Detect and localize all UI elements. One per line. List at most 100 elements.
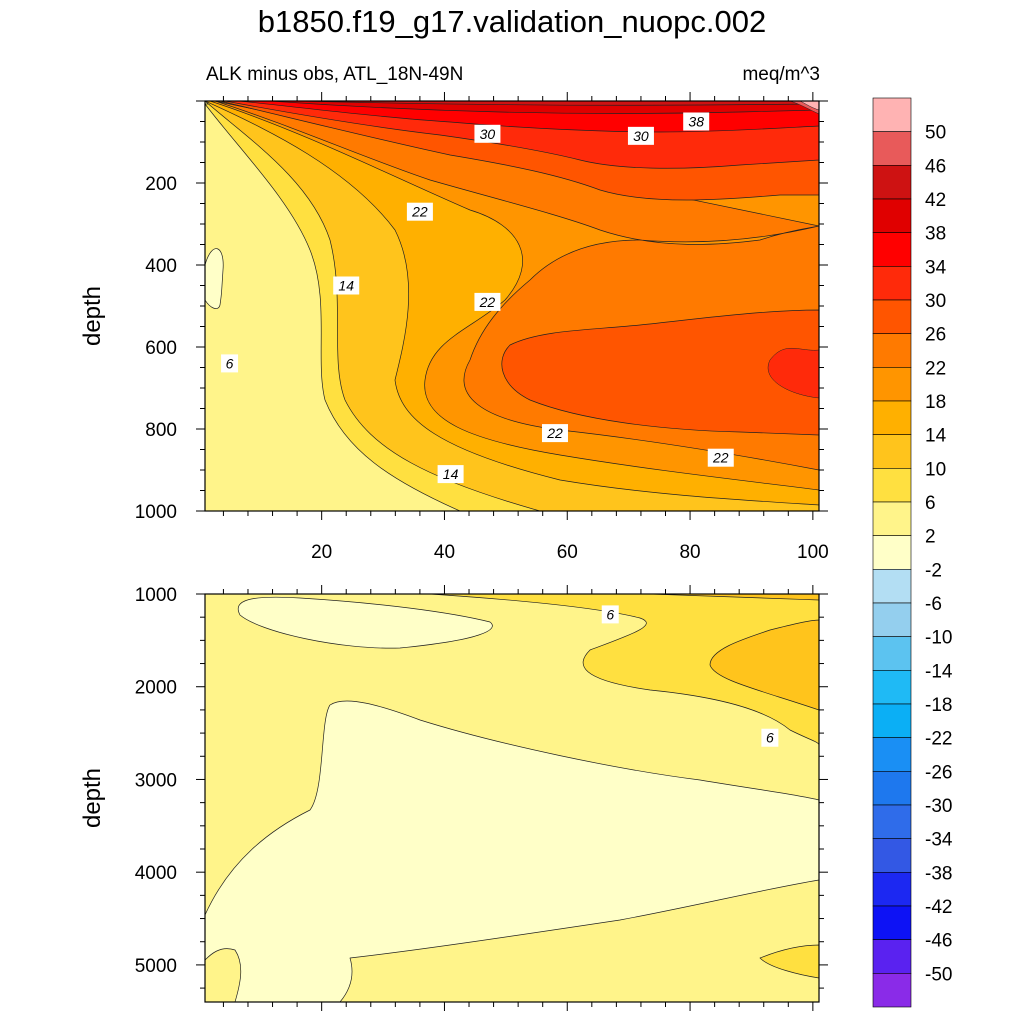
y-tick-label: 800: [145, 420, 177, 441]
colorbar-swatch: [872, 367, 912, 402]
colorbar-label: -38: [925, 863, 952, 884]
colorbar-swatch: [872, 602, 912, 637]
y-tick-label: 4000: [135, 863, 177, 884]
contour-label-bg: [627, 126, 654, 145]
upper-band-above-50: [799, 101, 819, 111]
contour-label-bg: [541, 424, 568, 443]
colorbar-swatch: [872, 939, 912, 974]
contour-label-text: 38: [688, 114, 704, 130]
colorbar-label: 50: [925, 123, 946, 144]
contour-label-bg: [761, 728, 779, 747]
colorbar-swatch: [872, 771, 912, 806]
contour-label-text: 22: [479, 294, 496, 310]
y-tick-label: 200: [145, 174, 177, 195]
contour-label: 6: [221, 354, 239, 373]
upper-y-axis-label: depth: [79, 286, 106, 346]
colorbar-swatch: [872, 97, 912, 132]
units-label: meq/m^3: [742, 64, 820, 85]
colorbar-swatch: [872, 636, 912, 671]
contour-label: 30: [474, 124, 501, 143]
colorbar-swatch: [872, 400, 912, 435]
colorbar-label: 34: [925, 257, 947, 278]
colorbar-label: -22: [925, 729, 952, 750]
colorbar-label: -2: [925, 560, 942, 581]
colorbar-swatch: [872, 838, 912, 873]
colorbar-label: 46: [925, 156, 946, 177]
contour-label-text: 30: [633, 128, 649, 144]
lower-y-axis-label: depth: [79, 768, 106, 828]
contour-label-text: 6: [766, 730, 774, 746]
colorbar-label: 30: [925, 291, 946, 312]
colorbar-swatch: [872, 804, 912, 839]
chart-title: b1850.f19_g17.validation_nuopc.002: [257, 4, 767, 39]
contour-label-text: 6: [226, 355, 234, 371]
contour-label-text: 22: [712, 450, 729, 466]
contour-label-bg: [707, 448, 734, 467]
colorbar-swatch: [872, 973, 912, 1008]
upper-axis-ticks: [196, 92, 828, 520]
contour-label-text: 30: [480, 126, 496, 142]
lower-band-neg2to2-top: [238, 596, 493, 649]
colorbar-swatch: [872, 670, 912, 705]
x-tick-label: 100: [797, 542, 829, 563]
colorbar-label: 6: [925, 493, 936, 514]
contour-label-bg: [406, 202, 433, 221]
colorbar-label: 26: [925, 325, 946, 346]
x-tick-label: 60: [557, 542, 578, 563]
x-tick-label: 20: [311, 542, 332, 563]
contour-label: 22: [474, 292, 501, 311]
colorbar-label: 10: [925, 459, 946, 480]
contour-label-text: 14: [338, 278, 354, 294]
upper-core-26to30: [501, 309, 819, 436]
y-tick-label: 400: [145, 256, 177, 277]
contour-label-text: 6: [606, 606, 614, 622]
colorbar-swatch: [872, 905, 912, 940]
colorbar-label: 38: [925, 224, 946, 245]
colorbar-label: -34: [925, 830, 953, 851]
colorbar-swatch: [872, 737, 912, 772]
contour-label: 14: [333, 276, 360, 295]
contour-label-bg: [333, 276, 360, 295]
contour-label: 22: [707, 448, 734, 467]
contour-label: 30: [627, 126, 654, 145]
colorbar-label: -14: [925, 661, 953, 682]
colorbar-swatch: [872, 434, 912, 469]
colorbar-label: 22: [925, 358, 946, 379]
colorbar-swatch: [872, 333, 912, 368]
upper-band-42to46: [299, 101, 819, 106]
upper-panel: [205, 101, 819, 511]
y-tick-label: 1000: [135, 585, 177, 606]
y-tick-label: 1000: [135, 502, 177, 523]
colorbar-label: -30: [925, 796, 952, 817]
colorbar-label: 18: [925, 392, 946, 413]
colorbar-swatch: [872, 535, 912, 570]
subtitle-left: ALK minus obs, ATL_18N-49N: [206, 64, 464, 85]
contour-label: 6: [601, 605, 619, 624]
lower-contour-labels: 66: [601, 605, 779, 747]
colorbar-label: 2: [925, 527, 936, 548]
colorbar-swatch: [872, 198, 912, 233]
colorbar-swatch: [872, 703, 912, 738]
contour-label-bg: [437, 465, 464, 484]
lower-band-10to14-corner: [709, 619, 819, 711]
lower-plot-frame: [204, 593, 820, 1003]
lower-axis-labels: 1000 2000 3000 4000 5000: [135, 585, 177, 977]
contour-label-bg: [474, 292, 501, 311]
upper-axis-labels: 20 40 60 80 100 200 400 600 800 1000: [135, 174, 829, 563]
upper-band-neg2to2: [205, 248, 224, 309]
colorbar-swatch: [872, 872, 912, 907]
y-tick-label: 5000: [135, 956, 177, 977]
colorbar-swatch: [872, 266, 912, 301]
colorbar-swatch: [872, 299, 912, 334]
contour-label-bg: [601, 605, 619, 624]
contour-label-text: 22: [411, 204, 428, 220]
lower-band-neg2to2-main: [205, 700, 819, 1002]
colorbar-swatch: [872, 468, 912, 503]
colorbar-swatch: [872, 131, 912, 166]
y-tick-label: 2000: [135, 678, 177, 699]
contour-label: 38: [683, 112, 710, 131]
contour-label: 22: [406, 202, 433, 221]
contour-label: 14: [437, 465, 464, 484]
contour-label-bg: [221, 354, 239, 373]
